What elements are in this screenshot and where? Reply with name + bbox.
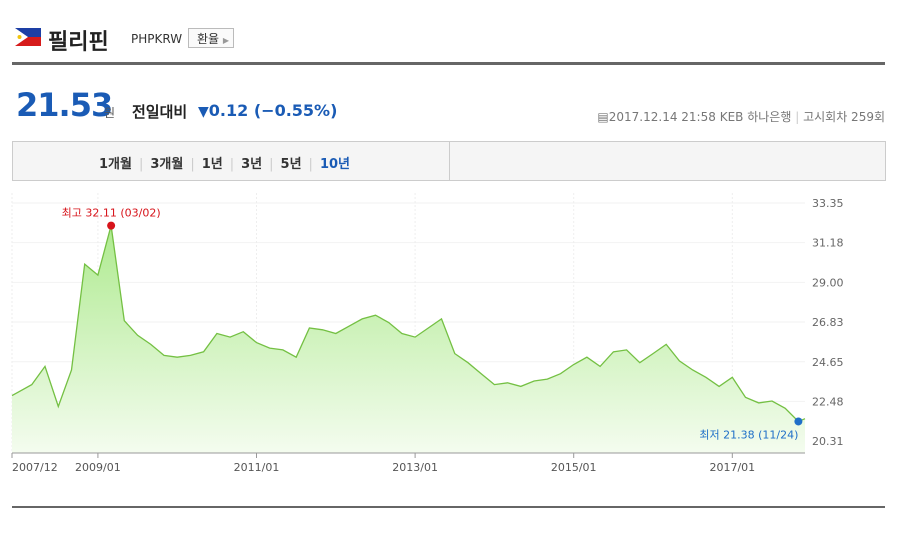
x-tick-label: 2013/01: [392, 461, 438, 474]
x-tick-label: 2011/01: [234, 461, 280, 474]
rate-button[interactable]: 환율 ▶: [188, 28, 234, 48]
divider: [12, 506, 885, 508]
tab[interactable]: 1개월: [99, 157, 132, 172]
y-tick-label: 29.00: [812, 276, 844, 289]
annotation: 최저 21.38 (11/24): [699, 428, 798, 441]
change-pct: (−0.55%): [253, 101, 338, 120]
change-value: 0.12: [208, 101, 249, 120]
annotation: 최고 32.11 (03/02): [62, 207, 161, 220]
y-tick-label: 26.83: [812, 316, 844, 329]
chart: 33.35 31.18 29.00 26.83 24.65 22.48 20.31 2007/…: [11, 193, 844, 474]
x-tick-label: 2015/01: [551, 461, 597, 474]
code: PHPKRW: [131, 32, 183, 46]
x-tick-label: 2017/01: [709, 461, 755, 474]
price: 21.53: [16, 86, 113, 124]
tab[interactable]: 1년: [201, 157, 223, 172]
y-tick-label: 31.18: [812, 237, 844, 250]
y-tick-label: 33.35: [812, 197, 844, 210]
tab[interactable]: 5년: [280, 157, 302, 172]
title: 필리핀: [48, 30, 109, 55]
divider: [12, 62, 885, 65]
tab[interactable]: 3년: [241, 157, 263, 172]
x-tick-label: 2007/12: [12, 461, 58, 474]
y-tick-label: 24.65: [812, 356, 844, 369]
y-tick-label: 22.48: [812, 395, 844, 408]
line: [11, 225, 806, 423]
change: ▼0.12 (−0.55%): [198, 101, 338, 120]
extreme-dot: [107, 221, 116, 230]
flag: [15, 28, 41, 46]
bank: KEB 하나은행: [719, 110, 792, 124]
quote-info: ▤2017.12.14 21:58 KEB 하나은행 | 고시회차 259회: [597, 110, 885, 124]
unit: 원: [104, 106, 116, 120]
tab[interactable]: 10년: [319, 157, 350, 172]
x-tick-label: 2009/01: [75, 461, 121, 474]
y-tick-label: 20.31: [812, 435, 844, 448]
notice: 고시회차 259회: [803, 110, 885, 124]
change-label: 전일대비: [132, 103, 188, 121]
date: 2017.12.14 21:58: [608, 110, 716, 124]
extreme-dot: [794, 417, 803, 426]
tab[interactable]: 3개월: [150, 157, 184, 172]
tabs: 1개월 | 3개월 | 1년 | 3년 | 5년 | 10년: [99, 157, 350, 172]
area-fill: [12, 225, 805, 453]
tab-bar: 1개월 | 3개월 | 1년 | 3년 | 5년 | 10년: [12, 141, 886, 181]
button-label: 환율: [197, 32, 220, 46]
